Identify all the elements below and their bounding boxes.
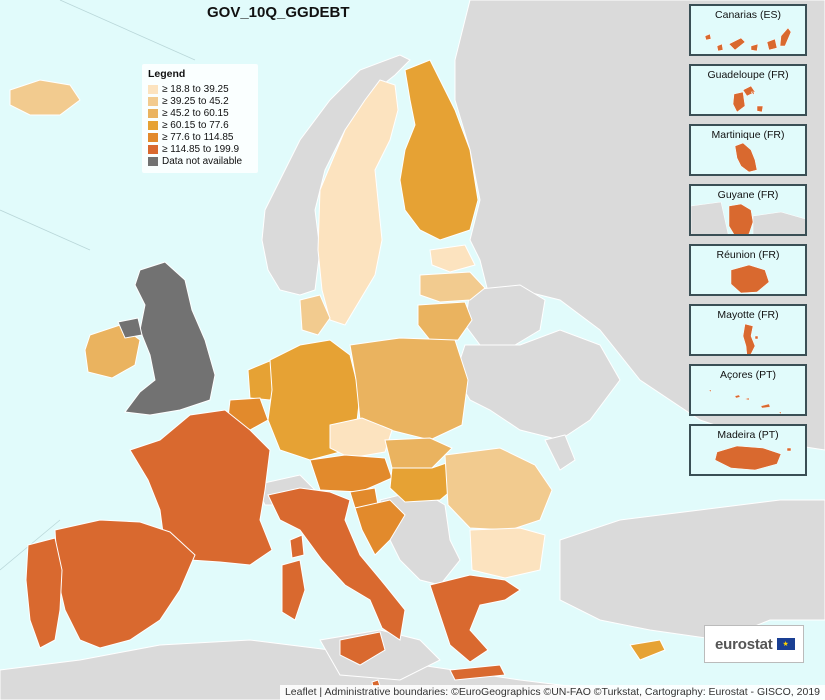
northern-ireland (117, 317, 143, 339)
inset-martinique[interactable]: Martinique (FR) (689, 124, 807, 176)
legend-label: ≥ 39.25 to 45.2 (162, 95, 229, 107)
slovakia (384, 437, 453, 469)
inset-madeira[interactable]: Madeira (PT) (689, 424, 807, 476)
inset-label: Madeira (PT) (717, 429, 779, 441)
greece (429, 574, 521, 663)
inset-canarias-shape (704, 27, 792, 52)
ukraine (454, 329, 621, 441)
legend-label: ≥ 60.15 to 77.6 (162, 119, 229, 131)
inset-madeira-shape (714, 445, 792, 471)
inset-martinique-shape (734, 142, 758, 173)
inset-reunion[interactable]: Réunion (FR) (689, 244, 807, 296)
bulgaria (469, 527, 546, 579)
legend-swatch (148, 120, 158, 130)
legend-item: ≥ 18.8 to 39.25 (148, 83, 252, 95)
inset-mayotte[interactable]: Mayotte (FR) (689, 304, 807, 356)
legend-swatch (148, 144, 158, 154)
portugal (25, 537, 63, 649)
legend-item: ≥ 114.85 to 199.9 (148, 143, 252, 155)
legend-label: ≥ 18.8 to 39.25 (162, 83, 229, 95)
eu-flag-icon: ★ (776, 638, 795, 650)
inset-guadeloupe[interactable]: Guadeloupe (FR) (689, 64, 807, 116)
turkey (559, 499, 825, 641)
crete (449, 664, 506, 681)
legend: Legend ≥ 18.8 to 39.25 ≥ 39.25 to 45.2 ≥… (142, 64, 258, 173)
eurostat-logo: eurostat ★ (704, 625, 804, 663)
map-title: GOV_10Q_GGDEBT (207, 4, 350, 21)
inset-guadeloupe-shape (732, 85, 764, 113)
inset-reunion-shape (730, 264, 770, 294)
legend-item: Data not available (148, 155, 252, 167)
italy (267, 487, 406, 641)
inset-canarias[interactable]: Canarias (ES) (689, 4, 807, 56)
romania (444, 447, 553, 531)
legend-swatch (148, 84, 158, 94)
sardinia (281, 559, 306, 621)
legend-label: ≥ 114.85 to 199.9 (162, 143, 240, 155)
inset-label: Guadeloupe (FR) (707, 69, 789, 81)
map-attribution: Leaflet | Administrative boundaries: ©Eu… (279, 685, 825, 700)
united-kingdom (124, 261, 216, 416)
corsica (289, 534, 305, 559)
lithuania (417, 301, 473, 341)
inset-label: Réunion (FR) (716, 249, 780, 261)
inset-acores[interactable]: Açores (PT) (689, 364, 807, 416)
inset-label: Mayotte (FR) (717, 309, 779, 321)
legend-swatch (148, 96, 158, 106)
belarus (464, 284, 546, 346)
cyprus (629, 639, 666, 661)
legend-item: ≥ 39.25 to 45.2 (148, 95, 252, 107)
croatia (354, 499, 406, 556)
legend-label: ≥ 77.6 to 114.85 (162, 131, 234, 143)
estonia (429, 244, 476, 273)
inset-label: Açores (PT) (719, 369, 776, 381)
legend-item: ≥ 77.6 to 114.85 (148, 131, 252, 143)
eu-countries (9, 59, 666, 688)
inset-mayotte-shape (742, 323, 759, 354)
moldova (544, 434, 576, 471)
legend-swatch (148, 108, 158, 118)
legend-item: ≥ 45.2 to 60.15 (148, 107, 252, 119)
logo-text: eurostat (715, 635, 773, 653)
sicily (339, 631, 386, 666)
inset-guyane[interactable]: Guyane (FR) (689, 184, 807, 236)
legend-label: ≥ 45.2 to 60.15 (162, 107, 229, 119)
inset-acores-shape (708, 389, 782, 414)
spain (54, 519, 196, 649)
poland (349, 337, 469, 441)
czechia (329, 417, 393, 459)
legend-item: ≥ 60.15 to 77.6 (148, 119, 252, 131)
sweden (317, 79, 399, 326)
legend-swatch (148, 156, 158, 166)
legend-title: Legend (148, 68, 186, 80)
legend-swatch (148, 132, 158, 142)
inset-label: Guyane (FR) (717, 189, 779, 201)
finland (399, 59, 479, 241)
inset-guyane-shape (691, 201, 805, 234)
inset-label: Canarias (ES) (715, 9, 781, 21)
legend-label: Data not available (162, 155, 243, 167)
inset-label: Martinique (FR) (711, 129, 785, 141)
iceland (9, 79, 81, 116)
denmark (299, 294, 331, 336)
latvia (419, 271, 486, 303)
